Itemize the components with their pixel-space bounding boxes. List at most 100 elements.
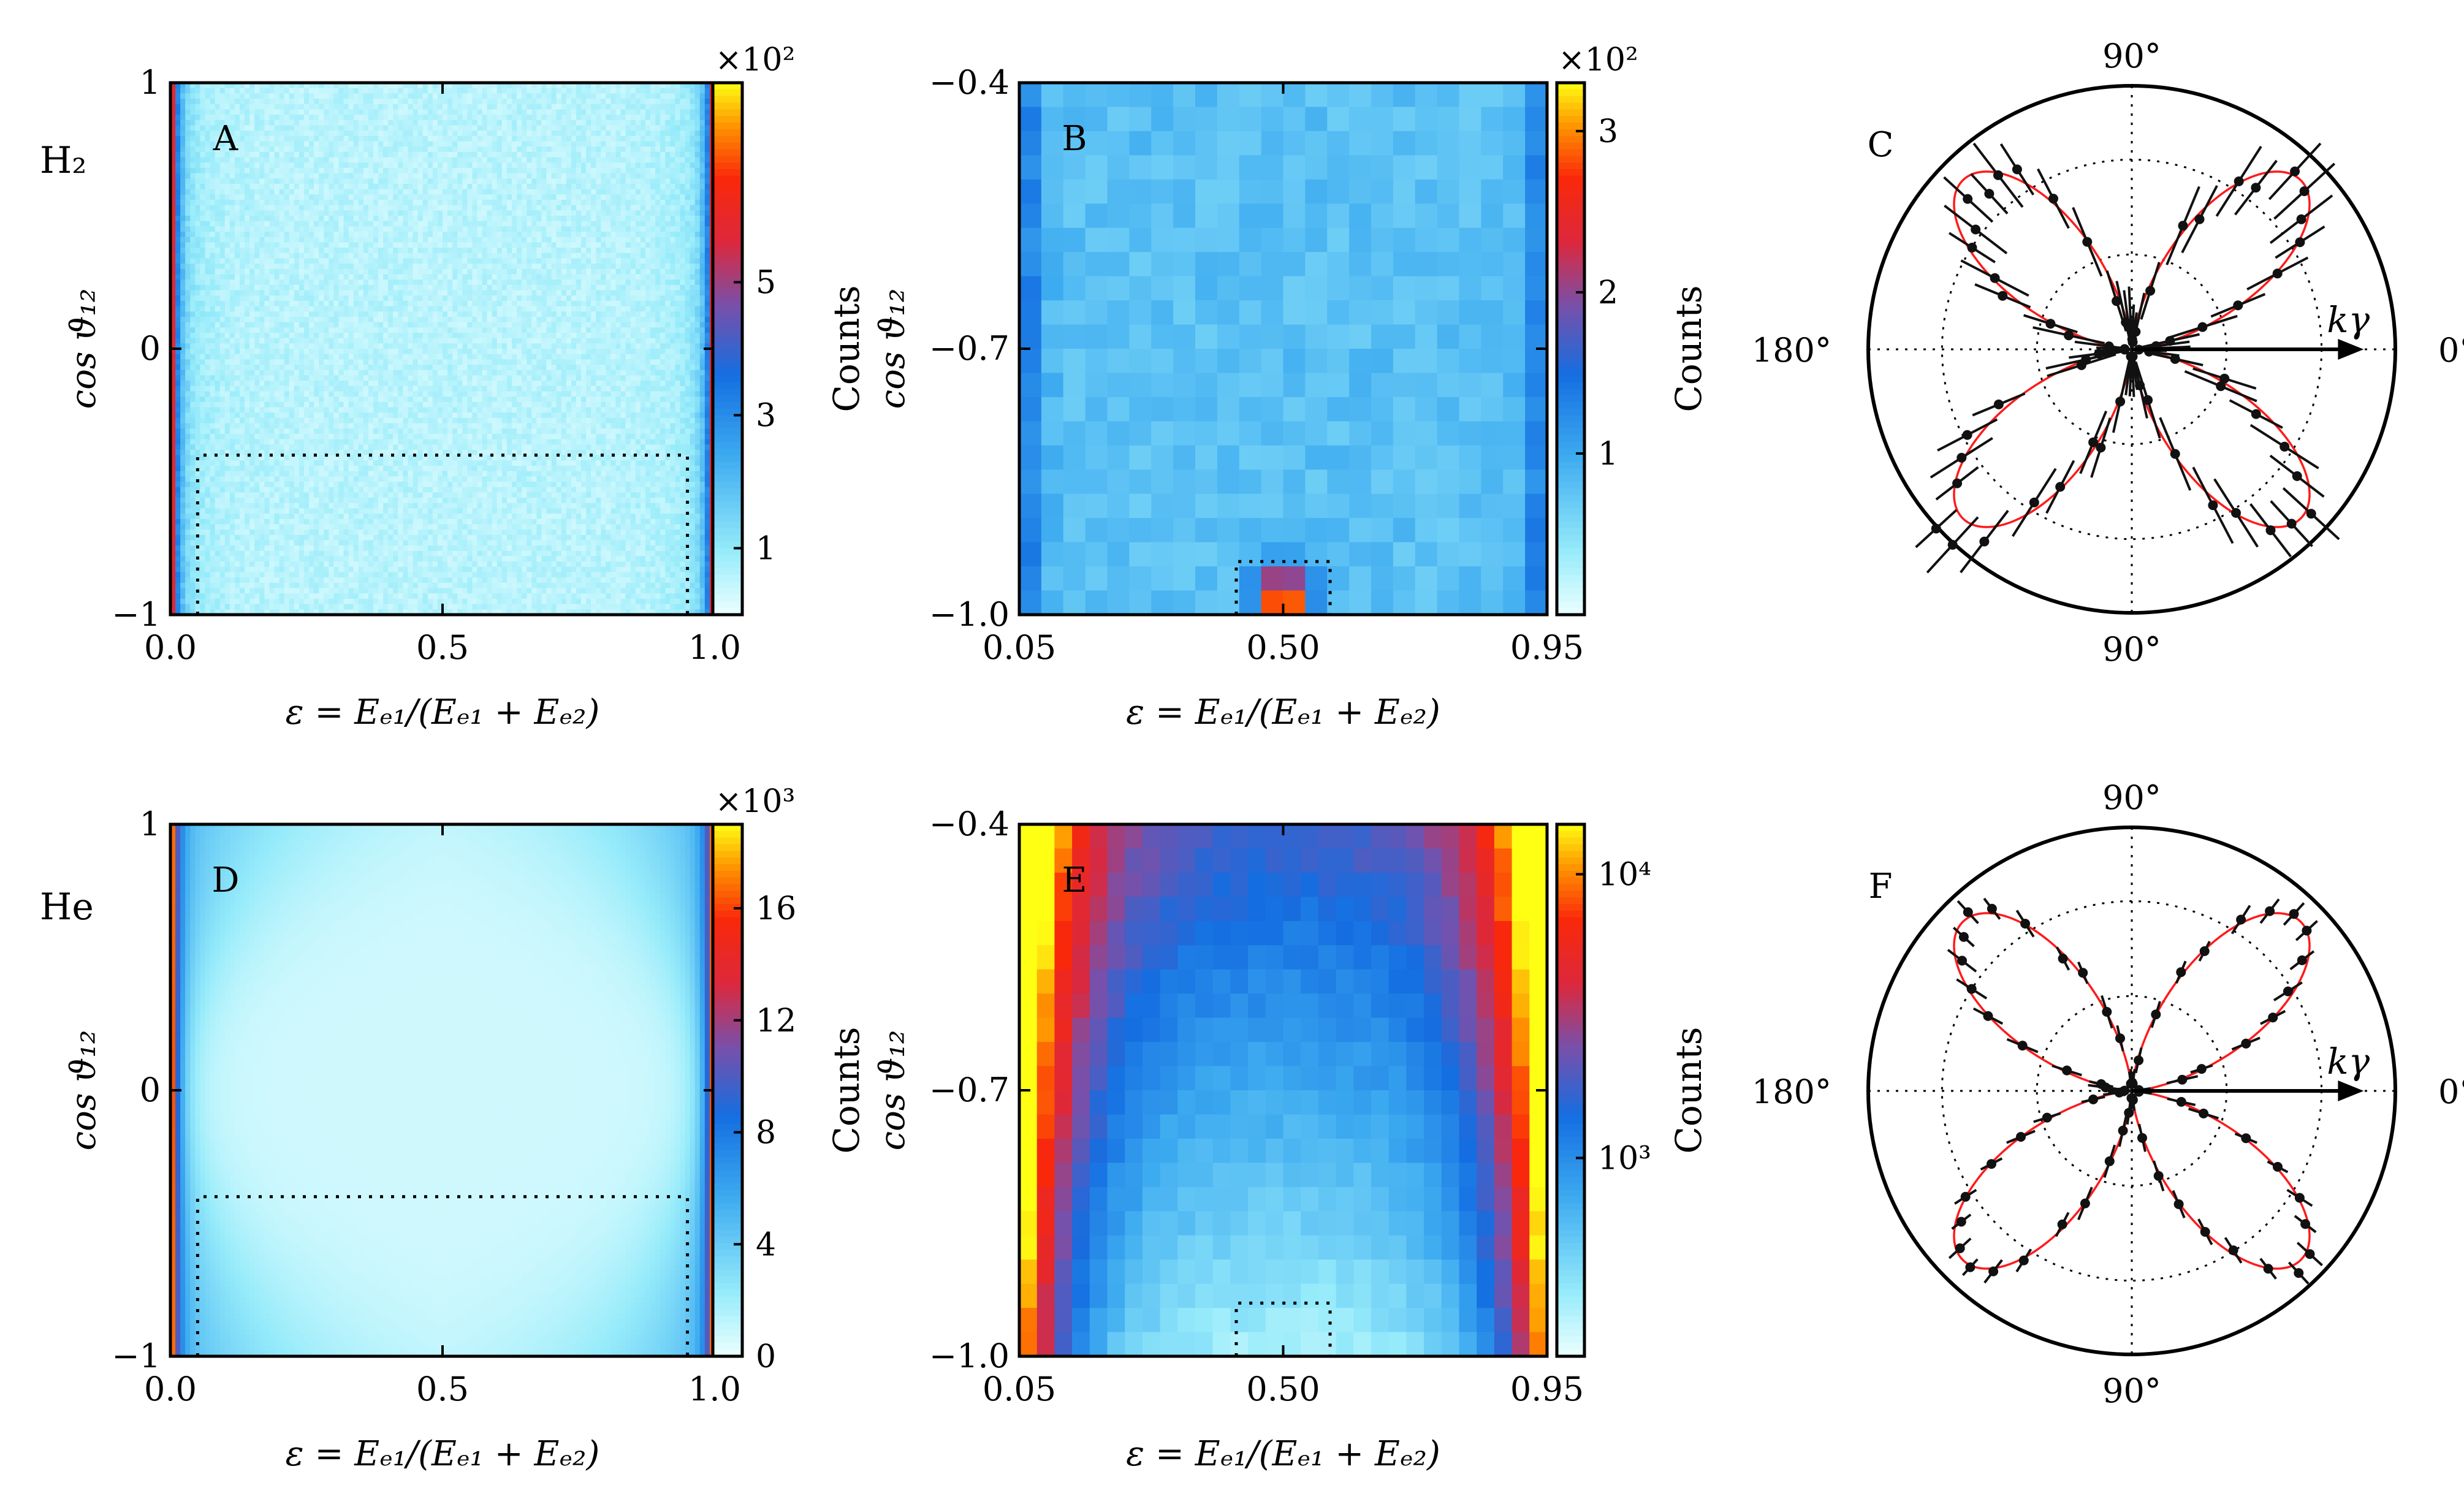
heatmap-cell [205,566,211,573]
heatmap-cell [383,524,389,530]
heatmap-cell [175,530,181,536]
heatmap-cell [393,365,398,371]
heatmap-cell [264,141,270,147]
heatmap-cell [245,162,250,169]
heatmap-cell [298,120,305,126]
heatmap-cell [358,146,364,153]
heatmap-cell [408,194,414,200]
heatmap-cell [333,498,340,504]
heatmap-cell [329,476,334,482]
heatmap-cell [229,258,235,264]
heatmap-cell [324,577,329,583]
heatmap-cell [309,268,314,275]
heatmap-cell [378,530,384,536]
heatmap-cell [363,343,369,349]
heatmap-cell [329,199,334,206]
heatmap-cell [219,604,226,610]
heatmap-cell [398,332,404,339]
heatmap-cell [215,381,221,387]
heatmap-cell [245,183,250,190]
heatmap-cell [284,417,290,424]
heatmap-cell [303,487,310,493]
heatmap-cell [195,514,201,520]
heatmap-cell [298,503,305,509]
heatmap-cell [408,274,414,280]
heatmap-cell [229,444,235,450]
heatmap-cell [175,279,181,286]
heatmap-cell [358,391,364,397]
heatmap-cell [408,120,414,126]
heatmap-cell [200,88,206,94]
heatmap-cell [279,577,285,583]
heatmap-cell [200,221,206,227]
heatmap-cell [368,417,374,424]
heatmap-cell [200,306,206,312]
heatmap-cell [373,598,379,605]
heatmap-cell [358,582,364,589]
heatmap-cell [329,487,334,493]
heatmap-cell [269,365,275,371]
heatmap-cell [363,268,369,275]
heatmap-cell [279,295,285,302]
heatmap-cell [229,572,235,578]
heatmap-cell [279,327,285,333]
heatmap-cell [373,545,379,552]
heatmap-cell [274,545,280,552]
heatmap-cell [180,503,186,509]
heatmap-cell [294,460,300,466]
heatmap-cell [338,205,344,211]
heatmap-cell [338,115,344,121]
heatmap-cell [388,242,394,248]
heatmap-cell [205,279,211,286]
heatmap-cell [195,232,201,238]
heatmap-cell [195,162,201,169]
heatmap-cell [368,561,374,568]
heatmap-cell [383,252,389,259]
heatmap-cell [240,268,245,275]
heatmap-cell [368,99,374,105]
heatmap-cell [388,471,394,477]
heatmap-cell [229,295,235,302]
heatmap-cell [303,216,310,222]
heatmap-cell [408,306,414,312]
heatmap-cell [338,397,344,403]
heatmap-cell [190,216,196,222]
heatmap-cell [210,471,216,477]
heatmap-cell [215,401,221,408]
heatmap-cell [240,572,245,578]
heatmap-cell [329,279,334,286]
heatmap-cell [393,311,398,317]
heatmap-cell [353,508,359,514]
heatmap-cell [254,476,260,482]
heatmap-cell [298,582,305,589]
heatmap-cell [264,311,270,317]
heatmap-cell [234,232,240,238]
heatmap-cell [393,183,398,190]
heatmap-cell [289,146,295,153]
heatmap-cell [274,306,280,312]
heatmap-cell [195,88,201,94]
heatmap-cell [294,306,300,312]
heatmap-cell [190,482,196,488]
heatmap-cell [175,588,181,594]
heatmap-cell [393,226,398,232]
heatmap-cell [259,449,265,456]
heatmap-cell [294,401,300,408]
heatmap-cell [303,498,310,504]
heatmap-cell [294,412,300,419]
heatmap-cell [180,88,186,94]
heatmap-cell [284,556,290,562]
heatmap-cell [210,83,216,89]
heatmap-cell [388,151,394,158]
heatmap-cell [303,157,310,163]
heatmap-cell [240,423,245,429]
heatmap-cell [234,264,240,270]
heatmap-cell [180,141,186,147]
heatmap-cell [180,566,186,573]
heatmap-cell [240,412,245,419]
heatmap-cell [319,167,324,174]
heatmap-cell [329,274,334,280]
heatmap-cell [348,577,354,583]
heatmap-cell [393,284,398,291]
heatmap-cell [254,540,260,546]
